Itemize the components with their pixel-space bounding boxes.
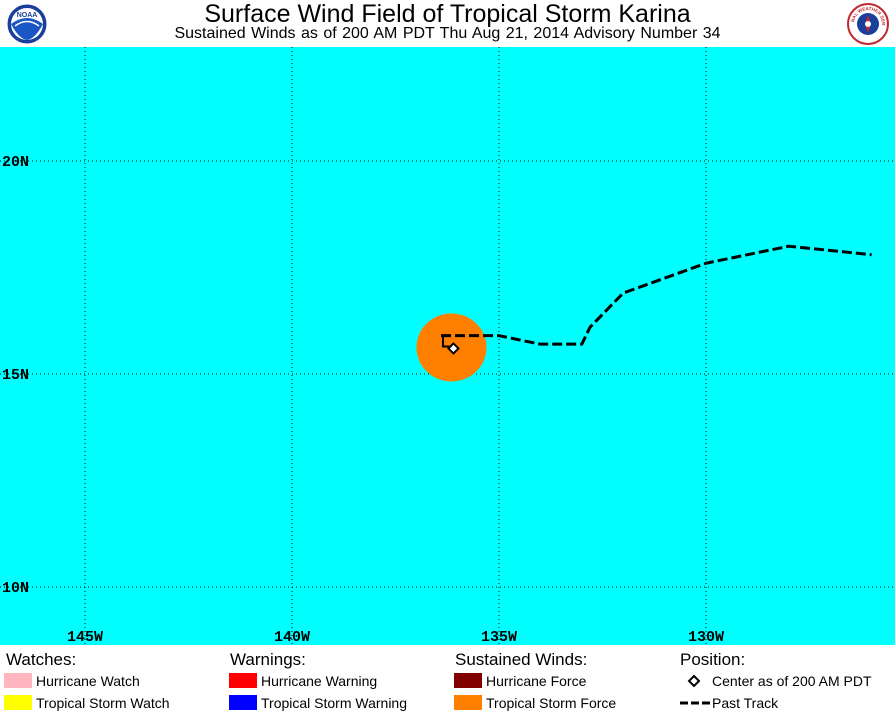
past-track-label: Past Track <box>712 695 779 711</box>
legend-center-position: Center as of 200 AM PDT <box>680 672 890 690</box>
warnings-heading: Warnings: <box>230 650 306 669</box>
tropical-storm-warning-label: Tropical Storm Warning <box>261 695 408 711</box>
noaa-logo: NOAA <box>6 3 48 45</box>
map-legend: Watches: Hurricane Watch Tropical Storm … <box>0 645 895 716</box>
sustained-winds-heading: Sustained Winds: <box>455 650 588 669</box>
tropical-storm-watch-swatch <box>4 695 32 710</box>
past-track-hook <box>442 336 451 348</box>
tropical-storm-force-label: Tropical Storm Force <box>486 695 617 711</box>
hurricane-warning-label: Hurricane Warning <box>261 673 378 689</box>
storm-map: 145W 140W 135W 130W 20N 15N 10N <box>0 47 895 645</box>
hurricane-warning-swatch <box>229 673 257 688</box>
diamond-icon <box>687 674 701 688</box>
lat-label-15n: 15N <box>2 367 29 384</box>
tropical-storm-warning-swatch <box>229 695 257 710</box>
page-title: Surface Wind Field of Tropical Storm Kar… <box>204 0 691 28</box>
map-header: NOAA Surface Wind Field of Tropical Stor… <box>0 0 895 47</box>
watches-heading: Watches: <box>6 650 77 669</box>
position-heading: Position: <box>680 650 746 669</box>
storm-layer <box>416 244 872 382</box>
hurricane-force-label: Hurricane Force <box>486 673 587 689</box>
lon-label-130w: 130W <box>688 629 724 645</box>
nws-logo: NATIONAL WEATHER SERVICE <box>845 0 889 45</box>
legend-past-track: Past Track <box>680 694 890 712</box>
page-subtitle: Sustained Winds as of 200 AM PDT Thu Aug… <box>174 25 721 42</box>
noaa-logo-text: NOAA <box>17 12 38 19</box>
hurricane-force-swatch <box>454 673 482 688</box>
hurricane-watch-label: Hurricane Watch <box>36 673 140 689</box>
lon-label-145w: 145W <box>67 629 103 645</box>
storm-center-marker <box>447 342 460 355</box>
tropical-storm-force-swatch <box>454 695 482 710</box>
tropical-storm-watch-label: Tropical Storm Watch <box>36 695 170 711</box>
lat-label-20n: 20N <box>2 154 29 171</box>
hurricane-watch-swatch <box>4 673 32 688</box>
grid-labels: 145W 140W 135W 130W 20N 15N 10N <box>2 154 724 645</box>
lat-label-10n: 10N <box>2 580 29 597</box>
past-track-line <box>441 244 872 346</box>
dashed-line-icon <box>680 701 710 705</box>
center-position-label: Center as of 200 AM PDT <box>712 673 872 689</box>
lon-label-135w: 135W <box>481 629 517 645</box>
lon-label-140w: 140W <box>274 629 310 645</box>
